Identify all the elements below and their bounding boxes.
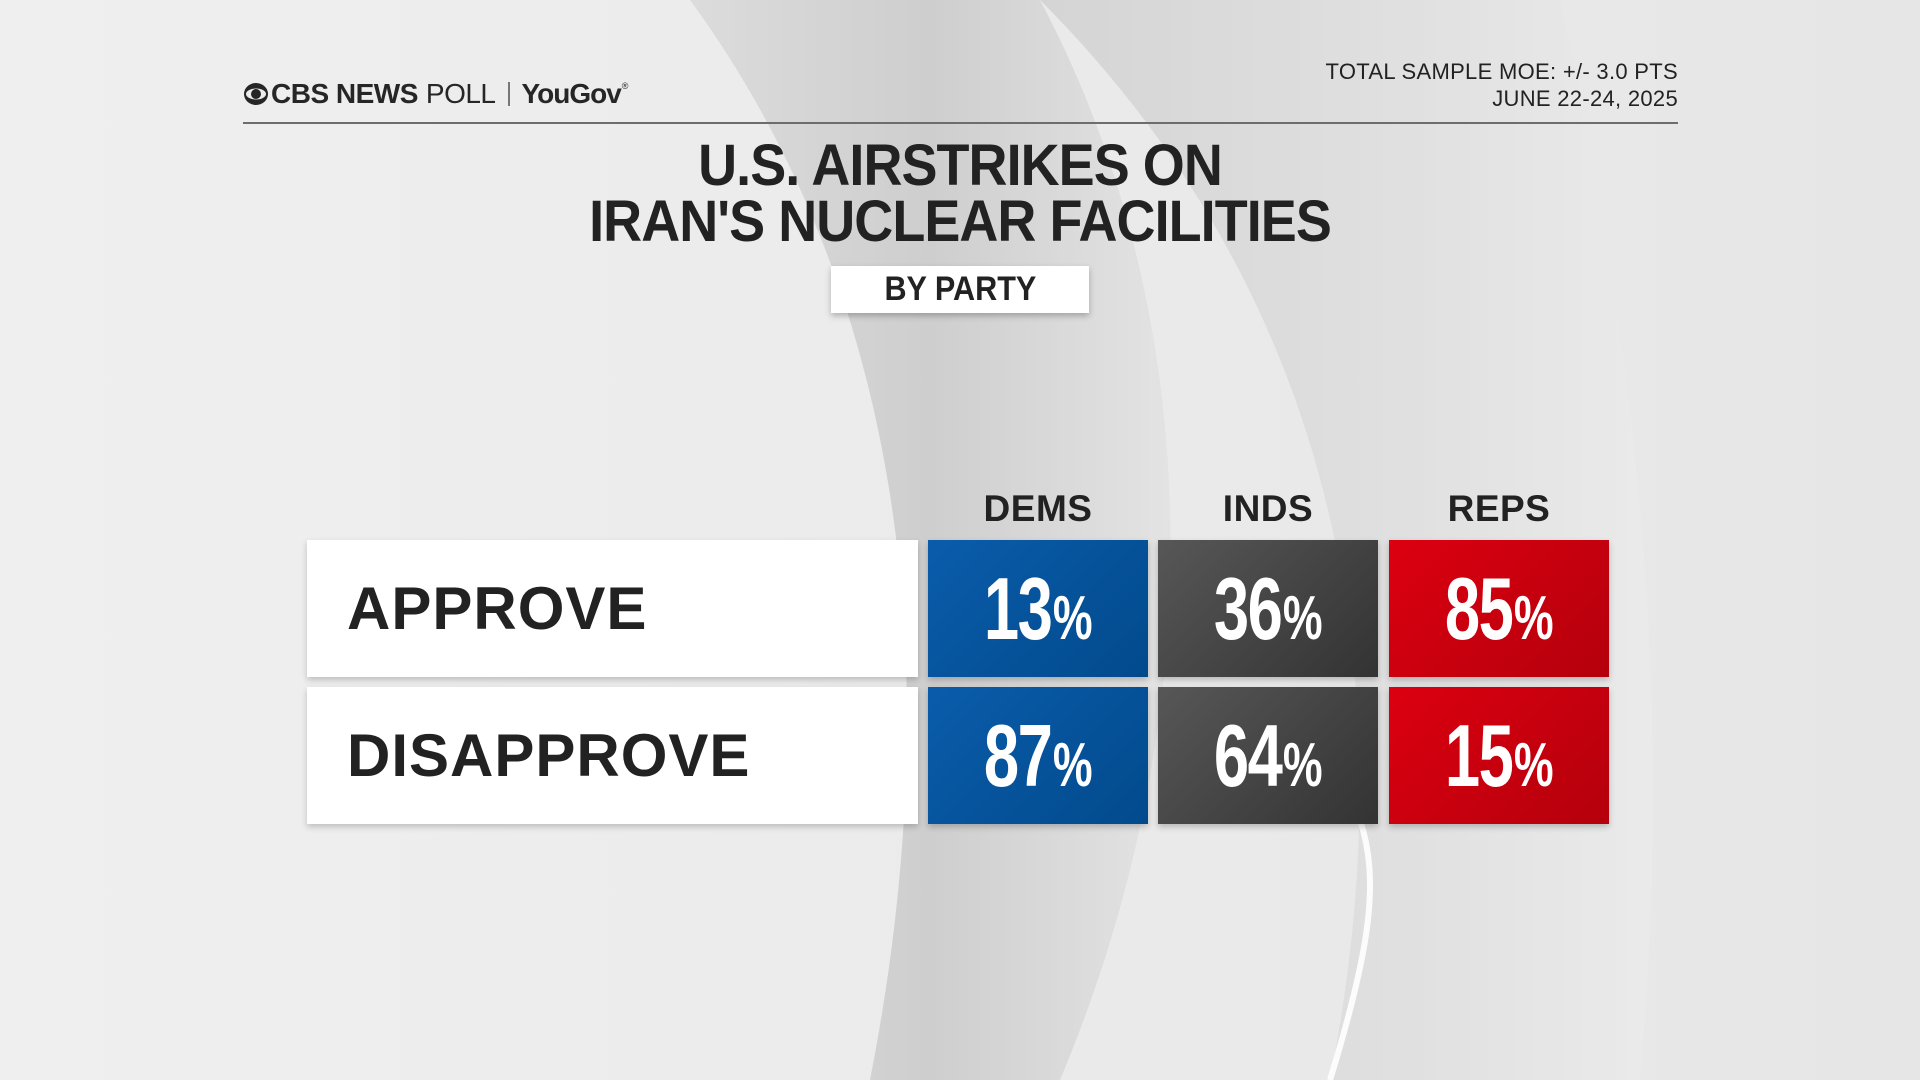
cbs-eye-icon: [244, 83, 268, 105]
row-label-approve: APPROVE: [307, 540, 918, 677]
column-header-reps: REPS: [1447, 488, 1551, 529]
column-header-inds: INDS: [1222, 488, 1314, 529]
registered-mark: ®: [621, 81, 629, 91]
value: 36%: [1214, 558, 1323, 658]
subtitle-badge: BY PARTY: [831, 266, 1089, 313]
cell-disapprove-dems: 87%: [928, 687, 1148, 824]
title-line-2: IRAN'S NUCLEAR FACILITIES: [589, 189, 1332, 254]
value: 13%: [984, 558, 1093, 658]
cell-approve-dems: 13%: [928, 540, 1148, 677]
logo-poll: POLL: [425, 78, 496, 109]
value: 85%: [1445, 558, 1554, 658]
chart-title: U.S. AIRSTRIKES ON IRAN'S NUCLEAR FACILI…: [67, 133, 1853, 254]
header-divider: [243, 122, 1678, 124]
value: 64%: [1214, 705, 1323, 805]
row-label-text: DISAPPROVE: [347, 722, 751, 789]
poll-meta: TOTAL SAMPLE MOE: +/- 3.0 PTS JUNE 22-24…: [1326, 58, 1678, 112]
cell-disapprove-inds: 64%: [1158, 687, 1378, 824]
title-line-1: U.S. AIRSTRIKES ON: [698, 133, 1223, 198]
value: 15%: [1445, 705, 1554, 805]
row-label-disapprove: DISAPPROVE: [307, 687, 918, 824]
column-header-dems: DEMS: [983, 488, 1093, 529]
row-label-text: APPROVE: [347, 575, 648, 642]
poll-dates: JUNE 22-24, 2025: [1492, 86, 1678, 111]
value: 87%: [984, 705, 1093, 805]
moe-text: TOTAL SAMPLE MOE: +/- 3.0 PTS: [1325, 59, 1678, 84]
subtitle-text: BY PARTY: [884, 270, 1036, 308]
cell-approve-inds: 36%: [1158, 540, 1378, 677]
cell-approve-reps: 85%: [1389, 540, 1609, 677]
logo-divider: [507, 82, 510, 106]
cell-disapprove-reps: 15%: [1389, 687, 1609, 824]
cbs-yougov-logo: CBS NEWS POLL YouGov ®: [243, 78, 628, 110]
logo-partner: YouGov: [521, 78, 622, 109]
logo-brand: CBS NEWS: [271, 78, 418, 109]
